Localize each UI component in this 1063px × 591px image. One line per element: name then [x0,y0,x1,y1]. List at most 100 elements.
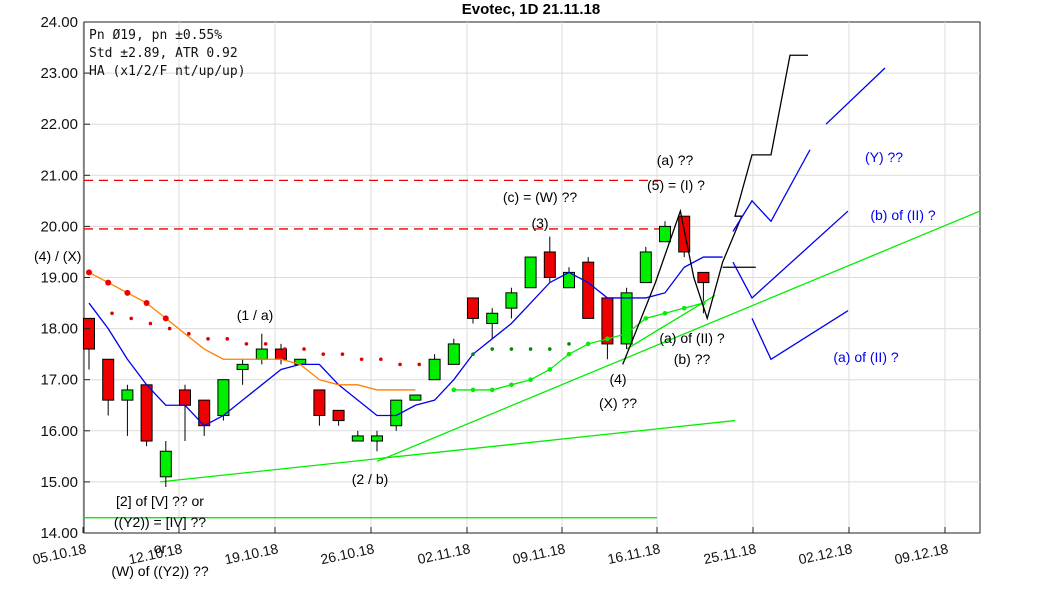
wave-label: (4) / (X) [34,248,81,264]
red-dot [321,352,326,356]
candle-body [678,215,691,253]
wave-label: (X) ?? [599,395,637,411]
orange-line-dot [86,269,92,276]
candle-body [524,256,537,289]
candle-body [447,343,460,365]
green-dot [490,347,495,351]
red-dot [167,326,172,331]
x-tick-label: 16.11.18 [606,540,662,567]
candle-body [543,251,556,278]
x-tick-label: 09.11.18 [511,540,567,567]
green-line-dot [585,341,591,347]
green-line-dot [489,387,495,393]
y-axis: 14.00 15.00 16.00 17.00 18.00 19.00 20.00 21.00… [40,14,90,542]
y-tick-label: 21.00 [40,167,78,184]
info-line: HA (x1/2/F nt/up/up) [89,64,246,79]
candle-body [371,435,383,442]
candle-body [582,261,595,319]
green-dot [567,342,571,346]
wave-label: (Y) ?? [865,149,903,165]
x-tick-label: 19.10.18 [223,540,280,567]
green-line-dot [470,387,476,393]
green-line-dot [528,377,533,383]
wave-label: (3) [531,215,548,231]
wave-label: (2 / b) [352,471,389,487]
wave-label: (c) = (W) ?? [503,189,577,205]
green-line-dot [566,351,572,357]
x-tick-label: 25.11.18 [702,540,758,567]
green-trailing-line [453,302,704,391]
red-dot [148,321,153,326]
scenario-path [751,310,849,361]
candle-body [697,271,710,284]
red-dot [244,342,249,346]
green-line-dot [605,336,610,342]
info-line: Pn Ø19, pn ±0.55% [89,28,222,43]
candle-body [505,292,518,309]
wave-label: [2] of [V] ?? or [116,493,204,509]
y-tick-label: 14.00 [40,525,78,542]
green-line-dot [681,305,687,311]
red-dot [359,357,364,362]
y-tick-label: 22.00 [40,116,78,133]
green-line-dot [624,331,629,337]
green-dot [548,347,552,351]
green-line-dot [662,310,668,316]
candle-body [83,317,95,350]
y-tick-label: 19.00 [40,270,78,287]
y-tick-label: 23.00 [40,65,78,82]
y-tick-label: 18.00 [40,321,78,338]
candle-body [639,251,652,284]
trend-line-lower [159,419,736,483]
red-dot [206,337,210,341]
candle-body [659,225,671,243]
green-dot [528,347,533,351]
info-box: Pn Ø19, pn ±0.55% Std ±2.89, ATR 0.92 HA (… [89,28,246,79]
x-tick-label: 05.10.18 [31,540,88,567]
green-line-dot [547,367,553,372]
candle-body [102,358,115,401]
wave-annotations: (4) / (X) (1 / a) (2 / b) [2] of [V] ?? or (… [34,149,936,579]
candle-body [409,394,422,401]
overlay-lines [86,54,886,427]
wave-label: (W) of ((Y2)) ?? [111,563,208,579]
x-tick-label: 02.11.18 [416,540,472,567]
y-tick-label: 15.00 [40,474,78,491]
x-tick-label: 02.12.18 [797,540,854,567]
orange-trailing-line [88,271,416,391]
wave-label: (b) of (II) ? [870,207,936,223]
candles [83,215,710,488]
wave-label: (4) [609,371,626,387]
wave-label: (a) of (II) ? [659,330,725,346]
wave-label: (a) ?? [657,152,694,168]
scenario-path [732,210,849,299]
orange-line-dot [143,300,150,307]
red-dot [283,347,287,351]
candle-body [179,389,191,406]
green-line-dot [509,382,514,388]
wave-label: (b) ?? [674,351,711,367]
wave-label: or [154,540,167,556]
y-tick-label: 17.00 [40,372,78,389]
scenario-path [732,149,811,232]
red-dot [263,342,268,346]
green-line-dot [643,316,649,321]
red-dot [340,352,345,356]
wave-label: (5) = (I) ? [647,177,705,193]
orange-line-dot [105,279,112,286]
green-dot [471,352,475,356]
red-dot [379,357,383,362]
x-tick-label: 09.12.18 [893,540,950,567]
candle-body [217,379,230,416]
orange-line-dot [162,315,169,322]
projection-path-main [622,54,808,365]
candle-body [140,384,153,442]
red-dot [129,316,134,321]
orange-line-dot [124,289,131,296]
green-line-dot [451,387,457,393]
candle-body [428,358,441,381]
candle-body [332,409,345,422]
red-dot [398,362,402,367]
chart-title: Evotec, 1D 21.11.18 [462,1,600,18]
